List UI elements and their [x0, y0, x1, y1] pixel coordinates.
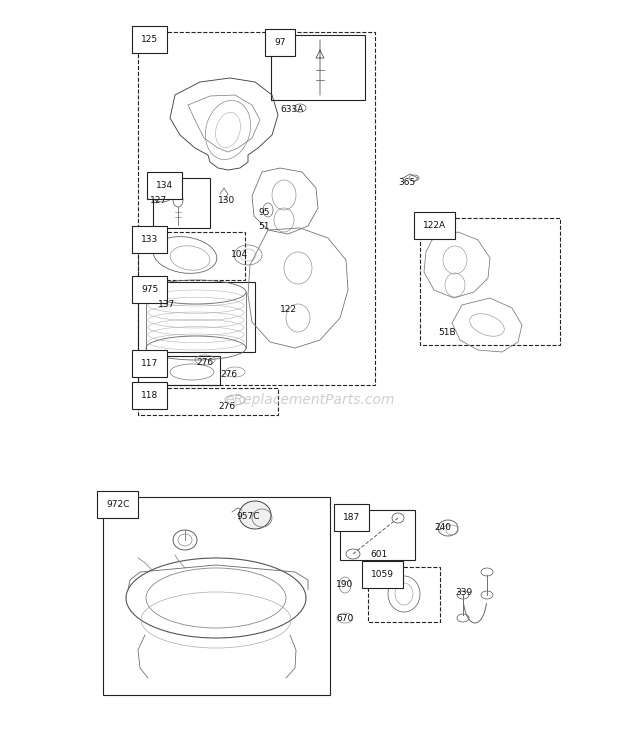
Text: 117: 117: [141, 359, 158, 368]
Text: 104: 104: [231, 250, 248, 259]
Text: 137: 137: [158, 300, 175, 309]
Bar: [138, 282, 255, 352]
Text: 365: 365: [398, 178, 415, 187]
Text: 276: 276: [218, 402, 235, 411]
Ellipse shape: [239, 501, 271, 529]
Text: 125: 125: [141, 35, 158, 44]
Text: 972C: 972C: [106, 500, 130, 509]
Text: 975: 975: [141, 285, 158, 294]
Bar: [340, 510, 415, 560]
Text: eReplacementParts.com: eReplacementParts.com: [225, 393, 395, 407]
Bar: [138, 32, 375, 385]
Text: 601: 601: [370, 550, 388, 559]
Text: 1059: 1059: [371, 570, 394, 579]
Text: 51B: 51B: [438, 328, 456, 337]
Text: 187: 187: [343, 513, 360, 522]
Text: 127: 127: [150, 196, 167, 205]
Bar: [103, 497, 330, 695]
Bar: [138, 232, 245, 280]
Bar: [271, 35, 365, 100]
Bar: [368, 567, 440, 622]
Bar: [153, 178, 210, 228]
Text: 957C: 957C: [236, 512, 260, 521]
Text: 240: 240: [434, 523, 451, 532]
Text: 95: 95: [258, 208, 270, 217]
Bar: [138, 388, 278, 415]
Text: 190: 190: [336, 580, 353, 589]
Text: 134: 134: [156, 181, 173, 190]
Text: 130: 130: [218, 196, 235, 205]
Text: 276: 276: [196, 358, 213, 367]
Text: 122: 122: [280, 305, 297, 314]
Text: 276: 276: [220, 370, 237, 379]
Text: 97: 97: [274, 38, 285, 47]
Text: 633A: 633A: [280, 105, 303, 114]
Text: 122A: 122A: [423, 221, 446, 230]
Bar: [420, 218, 560, 345]
Text: 339: 339: [455, 588, 472, 597]
Text: 133: 133: [141, 235, 158, 244]
Text: 670: 670: [336, 614, 353, 623]
Text: 51: 51: [258, 222, 270, 231]
Text: 118: 118: [141, 391, 158, 400]
Bar: [138, 356, 220, 385]
